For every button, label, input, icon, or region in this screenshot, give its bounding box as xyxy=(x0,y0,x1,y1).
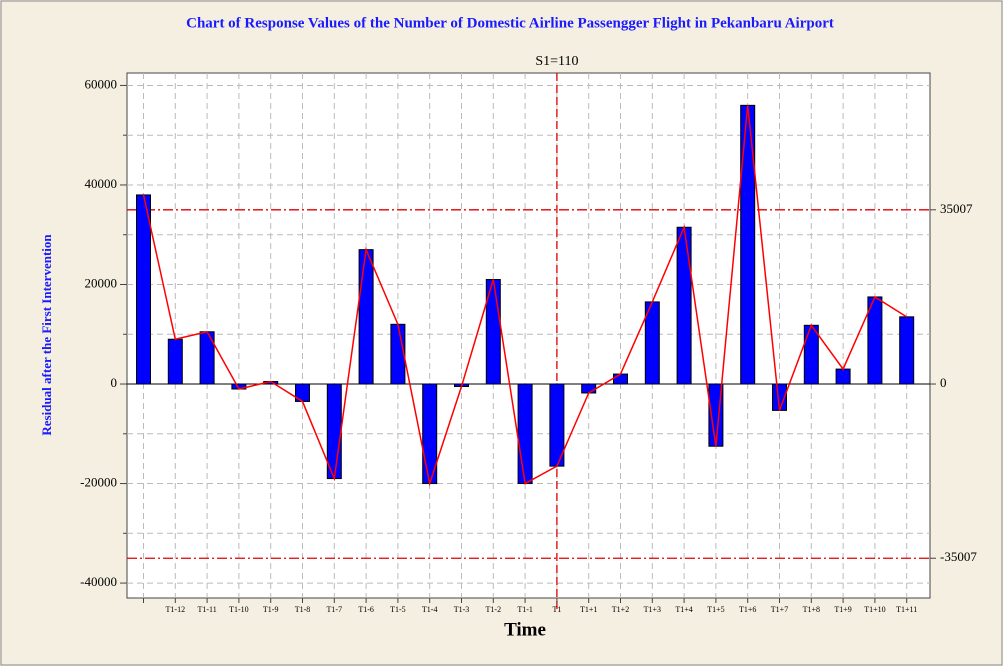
intervention-label: S1=110 xyxy=(535,54,578,69)
bar xyxy=(899,316,915,385)
y2-tick-label: -35007 xyxy=(940,549,977,564)
x-tick-label: T1-1 xyxy=(517,605,533,614)
x-tick-label: T1 xyxy=(552,605,561,614)
y-tick-label: 0 xyxy=(111,375,118,390)
x-tick-label: T1-7 xyxy=(327,605,343,614)
bar xyxy=(867,296,883,385)
x-tick-label: T1+7 xyxy=(771,605,788,614)
bar xyxy=(803,324,819,385)
y2-tick-label: 35007 xyxy=(940,201,973,216)
x-tick-label: T1+10 xyxy=(864,605,885,614)
plot-area xyxy=(126,72,931,599)
y-tick-label: 20000 xyxy=(85,275,118,290)
bar xyxy=(390,323,406,385)
x-tick-label: T1-6 xyxy=(358,605,374,614)
x-tick-label: T1-2 xyxy=(486,605,502,614)
x-tick-label: T1-5 xyxy=(390,605,406,614)
x-tick-label: T1+9 xyxy=(834,605,851,614)
x-tick-label: T1+11 xyxy=(896,605,917,614)
x-tick-label: T1+4 xyxy=(675,605,692,614)
y-tick-label: -20000 xyxy=(80,475,117,490)
x-tick-label: T1+2 xyxy=(612,605,629,614)
y-axis-label: Residual after the First Intervention xyxy=(39,234,54,436)
x-tick-label: T1+8 xyxy=(803,605,820,614)
x-tick-label: T1+5 xyxy=(707,605,724,614)
bar xyxy=(326,383,342,480)
response-line xyxy=(142,105,908,487)
x-tick-label: T1+3 xyxy=(644,605,661,614)
x-tick-label: T1-11 xyxy=(197,605,216,614)
x-tick-label: T1-10 xyxy=(229,605,249,614)
y-tick-label: 40000 xyxy=(85,176,118,191)
x-tick-label: T1-9 xyxy=(263,605,279,614)
y-tick-label: -40000 xyxy=(80,574,117,589)
bar xyxy=(167,338,183,385)
y-tick-label: 60000 xyxy=(85,76,118,91)
chart-title: Chart of Response Values of the Number o… xyxy=(186,15,834,31)
x-tick-label: T1-12 xyxy=(166,605,186,614)
bar xyxy=(613,373,628,385)
y2-tick-label: 0 xyxy=(940,375,947,390)
bar xyxy=(676,226,692,385)
x-tick-label: T1+1 xyxy=(580,605,597,614)
x-tick-label: T1+6 xyxy=(739,605,756,614)
x-tick-label: T1-3 xyxy=(454,605,470,614)
bar xyxy=(136,194,151,385)
bar xyxy=(517,383,533,485)
x-tick-label: T1-8 xyxy=(295,605,311,614)
bar xyxy=(581,383,597,394)
x-axis-label: Time xyxy=(504,619,546,640)
x-tick-label: T1-4 xyxy=(422,605,438,614)
bar xyxy=(835,368,851,385)
bar xyxy=(358,249,374,385)
